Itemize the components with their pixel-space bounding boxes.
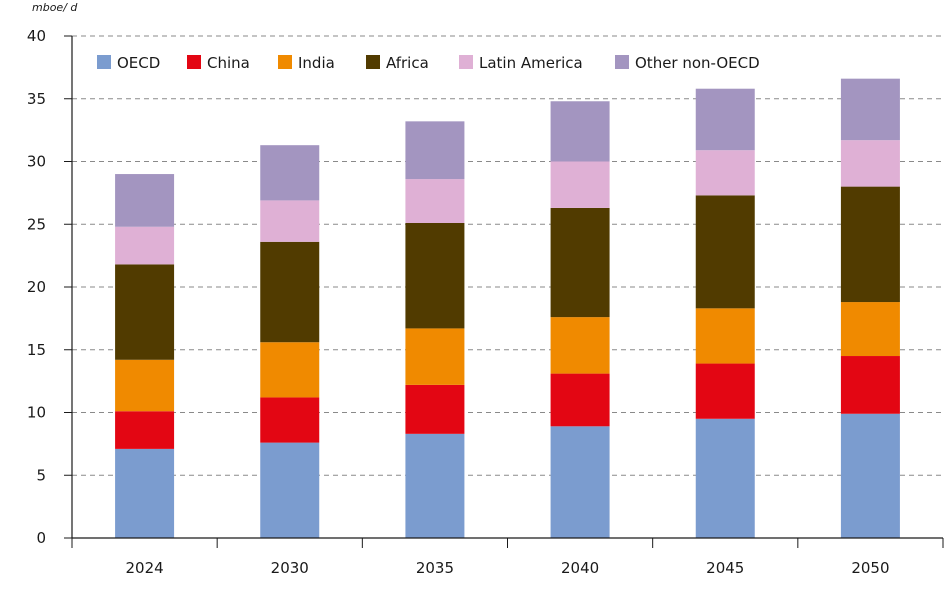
bar-2030-other-non-oecd [260,145,320,201]
y-tick-label: 10 [27,404,46,422]
bar-2035-other-non-oecd [405,121,465,180]
bar-2045-latin-america [695,150,755,196]
axes: 0 5 10 15 20 25 30 35 40 2024 2030 2035 2040 2045 2050 [27,27,944,577]
bar-2024-india [115,359,175,412]
bar-2030-africa [260,241,320,343]
bar-2050-other-non-oecd [840,78,900,141]
legend-label: Other non-OECD [635,54,760,72]
legend-label: Latin America [479,54,583,72]
bar-2050-latin-america [840,140,900,187]
bar-2030-latin-america [260,200,320,242]
bar-2030-china [260,397,320,443]
bar-2024-china [115,411,175,449]
bar-2045-oecd [695,418,755,538]
bar-2035-latin-america [405,179,465,223]
x-tick-label: 2050 [851,559,889,577]
legend-swatch-china [187,55,201,69]
bars [115,78,900,538]
bar-2040-india [550,317,610,374]
bar-2030-india [260,342,320,398]
bar-2045-china [695,363,755,419]
legend-swatch-india [278,55,292,69]
bar-2035-india [405,328,465,385]
bar-2024-latin-america [115,226,175,265]
bar-2040-africa [550,207,610,318]
bar-2050-africa [840,186,900,303]
legend-label: OECD [117,54,160,72]
bar-2035-oecd [405,433,465,538]
legend-label: India [298,54,335,72]
x-tick-label: 2030 [271,559,309,577]
x-tick-label: 2024 [125,559,163,577]
y-tick-label: 25 [27,215,46,233]
y-tick-label: 20 [27,278,46,296]
legend-swatch-other-non-oecd [615,55,629,69]
legend-label: China [207,54,250,72]
legend: OECD China India Africa Latin America Other n… [97,54,760,72]
y-tick-label: 0 [36,529,46,547]
bar-2040-china [550,373,610,427]
x-tick-label: 2045 [706,559,744,577]
y-tick-label: 15 [27,341,46,359]
bar-2050-india [840,302,900,357]
bar-2024-africa [115,264,175,360]
legend-swatch-oecd [97,55,111,69]
legend-swatch-africa [366,55,380,69]
bar-2045-africa [695,195,755,309]
gridlines [72,35,943,476]
y-tick-label: 30 [27,153,46,171]
legend-swatch-latin-america [459,55,473,69]
y-tick-label: 40 [27,27,46,45]
bar-2050-china [840,356,900,414]
unit-label: mboe/ d [32,1,78,14]
bar-2024-other-non-oecd [115,174,175,227]
bar-2024-oecd [115,448,175,538]
bar-2035-africa [405,222,465,329]
y-tick-label: 35 [27,90,46,108]
bar-2040-other-non-oecd [550,101,610,162]
x-tick-label: 2040 [561,559,599,577]
bar-2050-oecd [840,413,900,538]
bar-2040-oecd [550,426,610,538]
x-tick-label: 2035 [416,559,454,577]
bar-2035-china [405,384,465,434]
bar-2045-india [695,308,755,364]
bar-2030-oecd [260,442,320,538]
bar-2045-other-non-oecd [695,88,755,151]
bar-2040-latin-america [550,161,610,208]
y-tick-label: 5 [36,466,46,484]
legend-label: Africa [386,54,429,72]
